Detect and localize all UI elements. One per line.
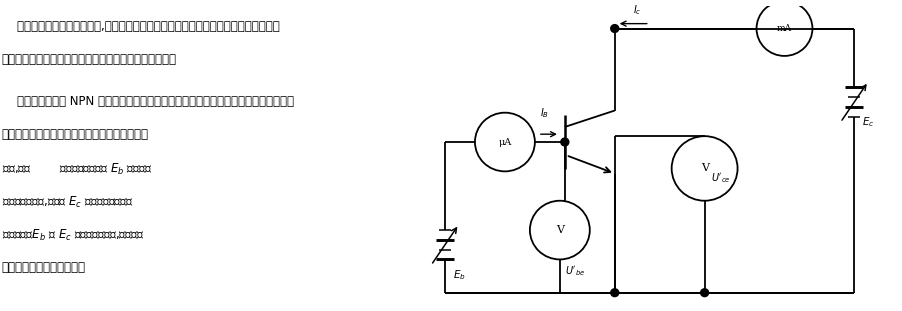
Circle shape bbox=[610, 289, 618, 297]
Text: 电路,如图        所示。图中的电源 $E_b$ 用来供给: 电路,如图 所示。图中的电源 $E_b$ 用来供给 bbox=[2, 162, 152, 177]
Text: 反向偏压。$E_b$ 和 $E_c$ 都是可以调整的,以便得到: 反向偏压。$E_b$ 和 $E_c$ 都是可以调整的,以便得到 bbox=[2, 228, 144, 243]
Text: 从零到所需值的不同电压。: 从零到所需值的不同电压。 bbox=[2, 261, 86, 274]
Text: 发射结正向偏压,而电源 $E_c$ 则用来供给集电结: 发射结正向偏压,而电源 $E_c$ 则用来供给集电结 bbox=[2, 195, 133, 210]
Text: $I_B$: $I_B$ bbox=[539, 107, 548, 120]
Text: $U'_{be}$: $U'_{be}$ bbox=[564, 264, 584, 278]
Circle shape bbox=[560, 138, 568, 146]
Text: 在设计半导体三极管电路时,往往需要了解半导体三极管各极电流与电压之间的关系。: 在设计半导体三极管电路时,往往需要了解半导体三极管各极电流与电压之间的关系。 bbox=[2, 20, 279, 33]
Text: V: V bbox=[556, 225, 563, 235]
Text: V: V bbox=[700, 164, 708, 174]
Text: 半导体三极管的特性曲线就是用来描述这种关系的曲线。: 半导体三极管的特性曲线就是用来描述这种关系的曲线。 bbox=[2, 53, 177, 66]
Text: $E_c$: $E_c$ bbox=[861, 116, 874, 129]
Circle shape bbox=[700, 289, 708, 297]
Text: 下面仍以常见的 NPN 型三极管共发射极电路为例来说明半导体三极管的输入特性曲线: 下面仍以常见的 NPN 型三极管共发射极电路为例来说明半导体三极管的输入特性曲线 bbox=[2, 95, 293, 108]
Circle shape bbox=[610, 25, 618, 32]
Text: $U'_{ce}$: $U'_{ce}$ bbox=[710, 171, 730, 185]
Text: mA: mA bbox=[776, 24, 791, 33]
Text: $E_b$: $E_b$ bbox=[453, 268, 465, 282]
Text: $I_c$: $I_c$ bbox=[632, 3, 640, 17]
Text: 和输出特性曲线。测绘半导体三极管特性曲线的: 和输出特性曲线。测绘半导体三极管特性曲线的 bbox=[2, 128, 149, 141]
Text: μA: μA bbox=[498, 137, 511, 146]
